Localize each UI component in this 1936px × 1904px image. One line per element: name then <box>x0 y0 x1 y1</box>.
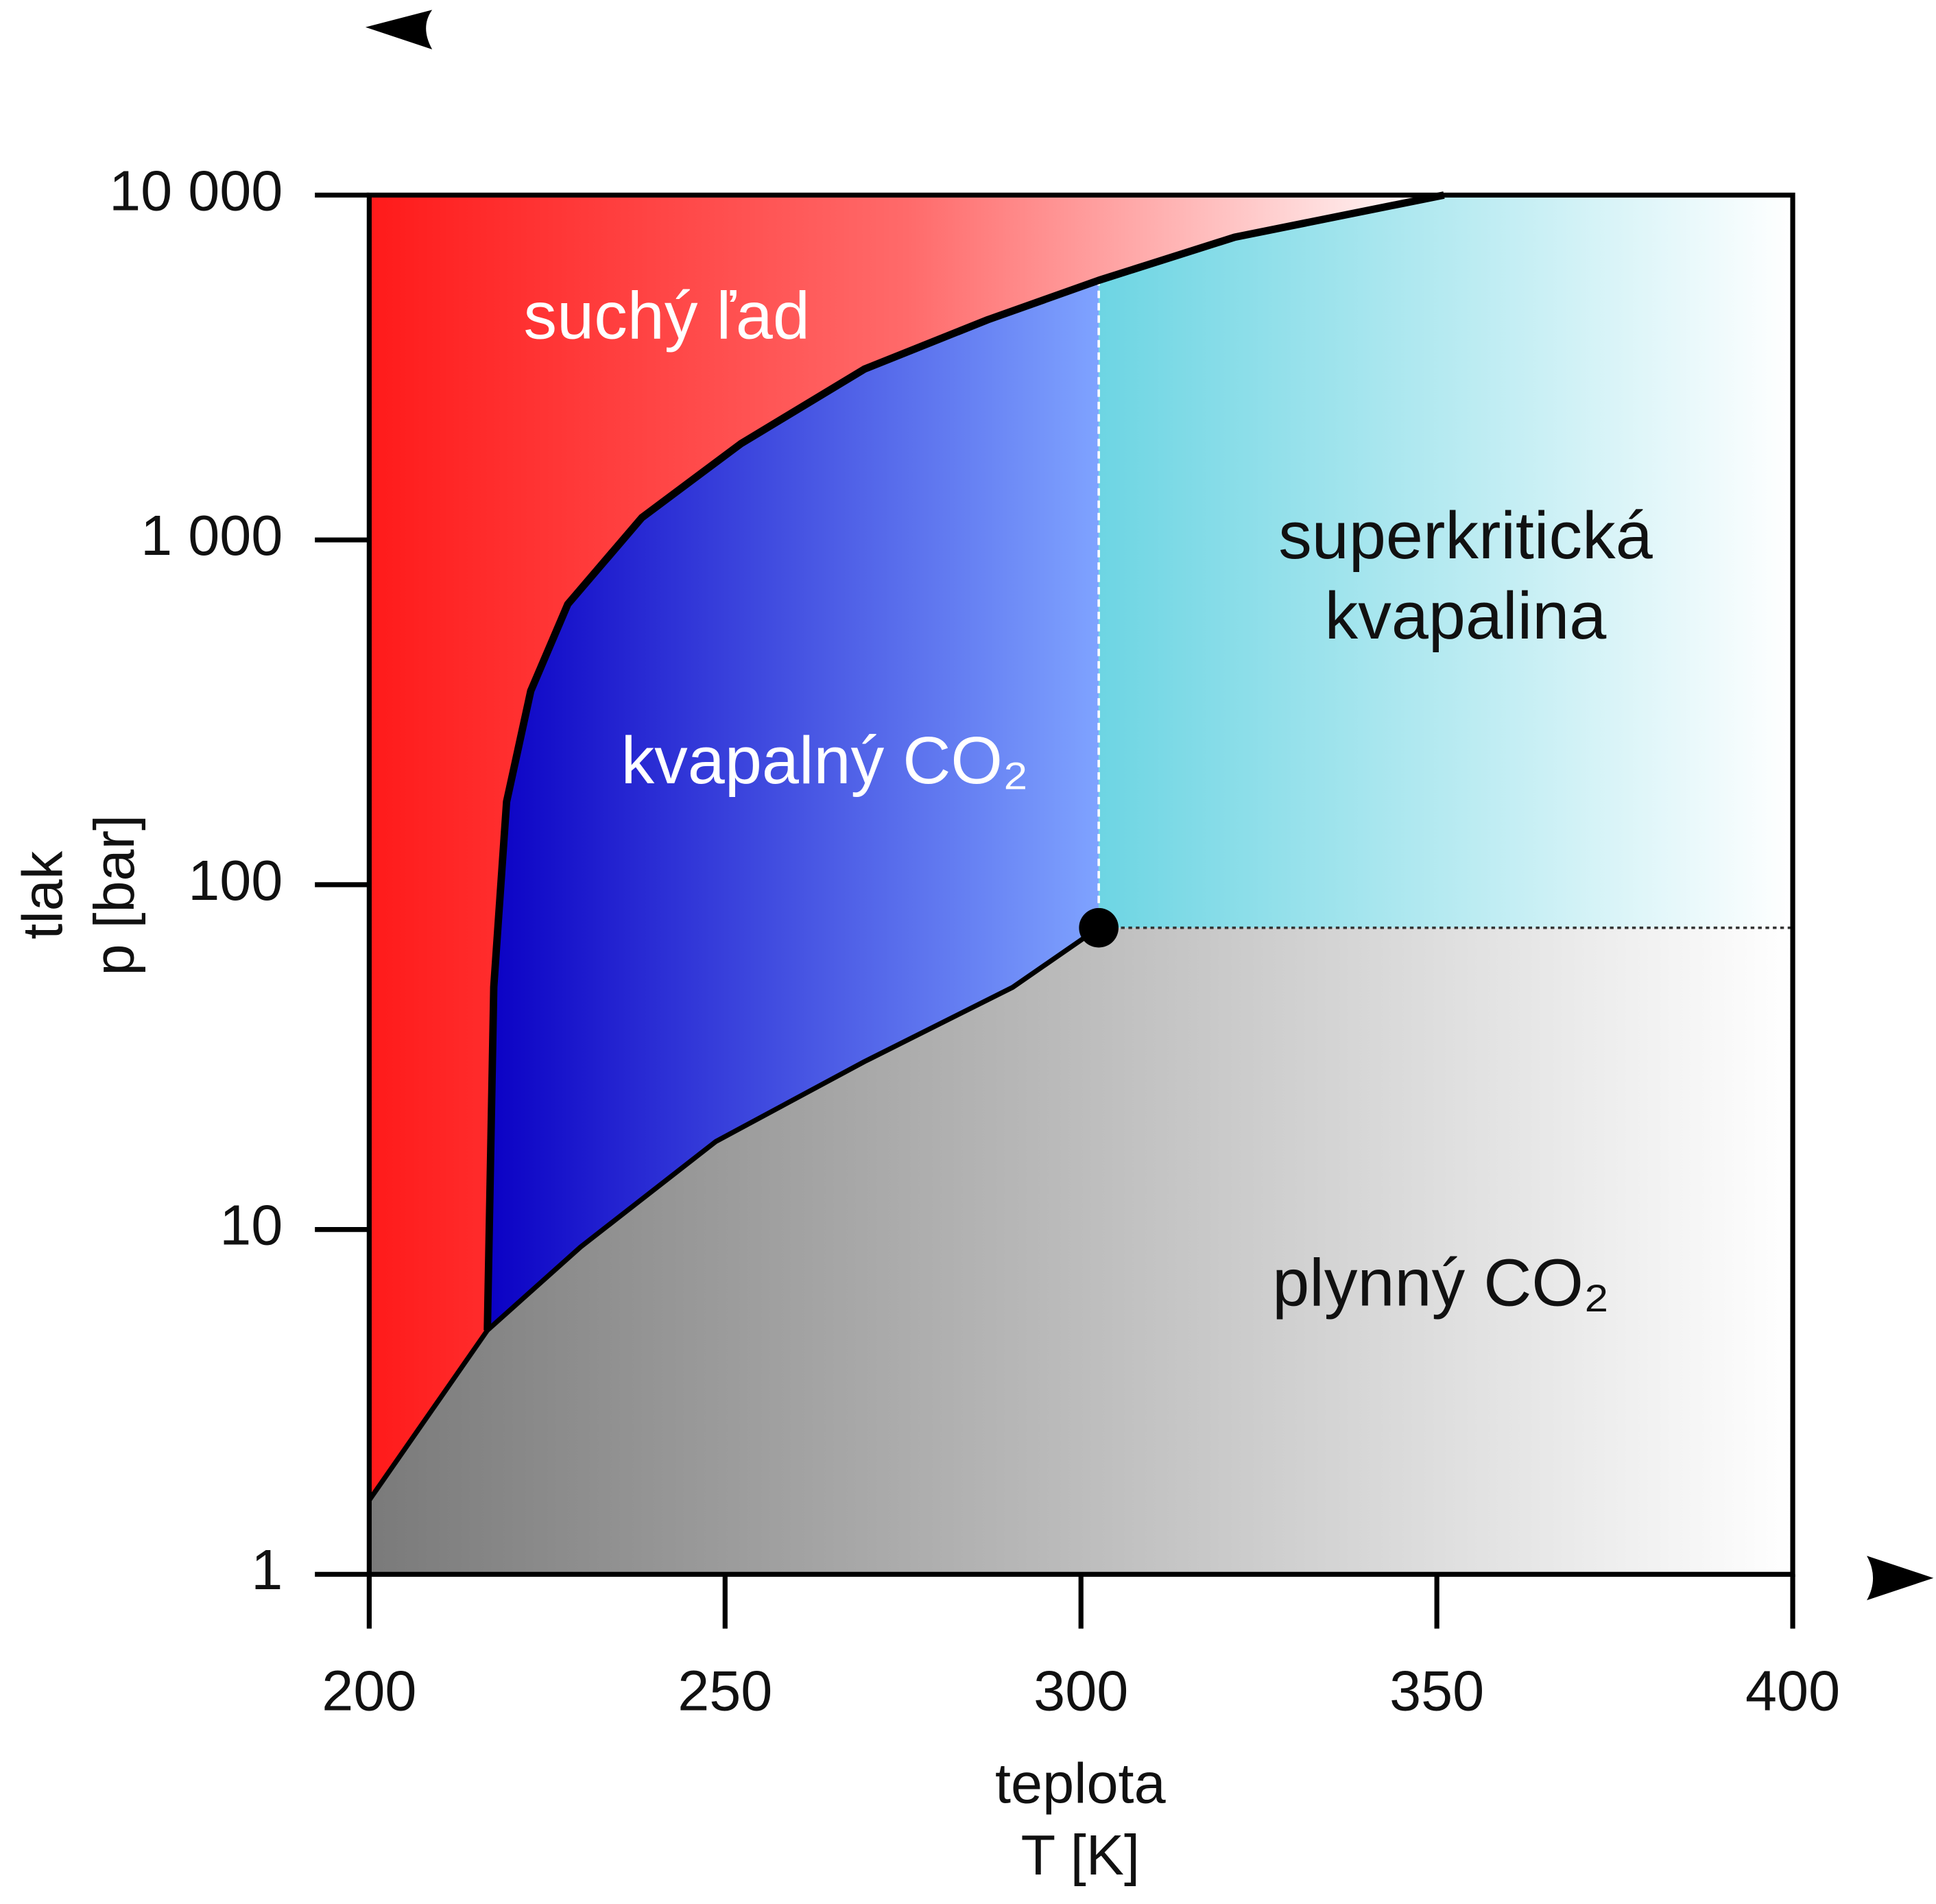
x-tick-label: 250 <box>678 1659 772 1723</box>
axis-arrow <box>1867 1556 1934 1601</box>
y-tick-label: 10 000 <box>109 158 283 222</box>
regions <box>369 195 1793 1575</box>
phase-boundary <box>486 925 1101 1333</box>
region-gas <box>369 927 1793 1575</box>
region-liquid <box>487 280 1099 1331</box>
phase-boundary <box>483 191 1445 1331</box>
x-tick-label: 300 <box>1033 1659 1128 1723</box>
axis-arrow <box>365 10 433 50</box>
y-axis-label: p [bar] <box>82 815 146 976</box>
x-tick-label: 200 <box>322 1659 416 1723</box>
y-tick-label: 1 <box>251 1538 283 1602</box>
y-tick-label: 100 <box>188 848 283 912</box>
region-label: suchý ľad <box>524 278 810 353</box>
critical-point <box>1079 907 1119 948</box>
y-tick-label: 10 <box>219 1193 283 1257</box>
y-tick-label: 1 000 <box>141 503 283 567</box>
x-axis-label: T [K] <box>1021 1823 1140 1887</box>
x-axis-label: teplota <box>995 1752 1167 1816</box>
plot: 1 10 100 1 000 10 000 200 250 300 350 400 teplota T… <box>10 158 1840 1887</box>
region-label: kvapalina <box>1325 578 1608 653</box>
region-label: kvapalný CO₂ <box>621 723 1029 798</box>
region-supercritical <box>1099 195 1793 928</box>
x-tick-label: 400 <box>1745 1659 1840 1723</box>
phase-boundary <box>367 1329 490 1502</box>
x-tick-label: 350 <box>1389 1659 1484 1723</box>
region-label: superkritická <box>1278 498 1653 573</box>
y-axis-label: tlak <box>10 850 74 939</box>
region-label: plynný CO₂ <box>1272 1245 1610 1320</box>
